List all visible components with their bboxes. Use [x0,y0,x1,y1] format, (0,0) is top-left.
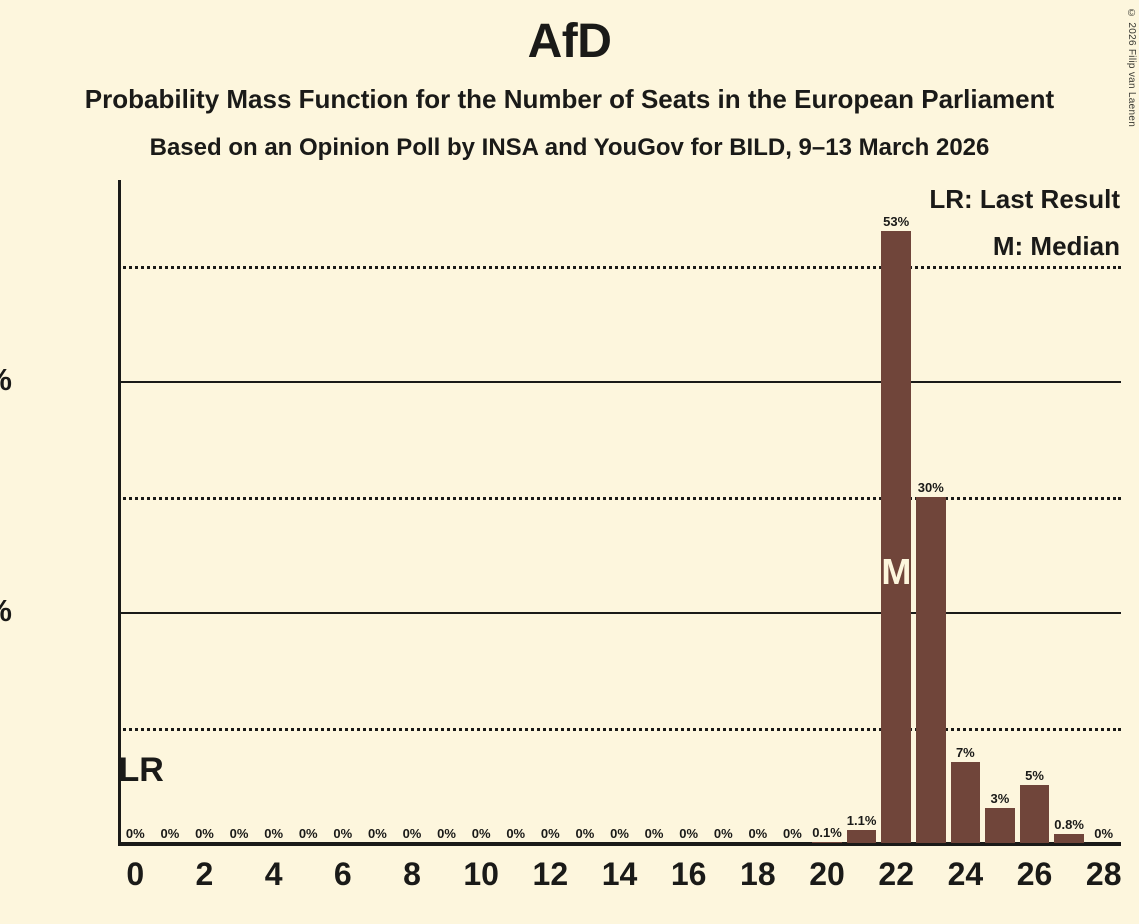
bar-value-label-15: 0% [644,826,664,841]
x-tick-label-16: 16 [670,856,707,892]
legend-median: M: Median [992,231,1120,261]
bar-value-label-0: 0% [125,826,145,841]
bar-value-label-3: 0% [229,826,249,841]
gridline-10 [118,727,1121,731]
median-marker: M [881,551,912,593]
gridline-20 [118,612,1121,614]
bar-value-label-27: 0.8% [1054,816,1084,832]
bar-seat-21 [846,830,877,843]
x-tick-label-0: 0 [126,856,145,892]
bar-value-label-24: 7% [955,745,975,761]
last-result-marker: LR [118,751,164,789]
y-tick-label-40: 40% [0,364,12,395]
bar-seat-23 [915,496,946,843]
bar-value-label-12: 0% [540,826,560,841]
x-tick-label-20: 20 [809,856,845,892]
bar-value-label-18: 0% [748,826,768,841]
bar-seat-20 [812,841,842,843]
plot-area: 0% LR 0% 0% 0% 0% 0% 0% 0% 0% 0% 0% 0% 0% 0% 0% 0% 0% 0% 0%… [118,180,1121,846]
bar-value-label-16: 0% [679,826,699,841]
bar-value-label-14: 0% [610,826,629,841]
bar-value-label-23: 30% [917,479,944,495]
bar-value-label-26: 5% [1025,768,1044,784]
x-tick-label-24: 24 [947,856,984,892]
x-axis-line [118,842,1121,846]
x-tick-label-28: 28 [1085,856,1122,892]
x-tick-label-10: 10 [463,856,499,892]
bar-value-label-22: 53% [883,213,910,229]
x-tick-label-2: 2 [195,856,214,892]
bar-value-label-9: 0% [437,826,456,841]
x-tick-label-22: 22 [878,856,914,892]
gridline-40 [118,381,1121,383]
gridline-30 [118,496,1121,500]
bar-seat-27 [1054,833,1084,843]
bar-seat-22 [881,230,911,843]
bar-value-label-1: 0% [160,826,180,841]
bar-value-label-6: 0% [333,826,353,841]
bar-value-label-8: 0% [402,826,422,841]
page-title: AfD [527,15,612,68]
x-tick-label-12: 12 [532,856,569,892]
bar-value-label-21: 1.1% [846,813,877,829]
chart-subtitle-primary: Probability Mass Function for the Number… [84,84,1055,114]
bar-value-label-13: 0% [575,826,595,841]
x-tick-label-18: 18 [740,856,776,892]
bar-value-label-11: 0% [506,826,526,841]
y-tick-label-20: 20% [0,595,12,626]
bar-value-label-19: 0% [783,826,802,841]
bar-value-label-4: 0% [264,826,284,841]
bar-value-label-2: 0% [195,826,214,841]
copyright-notice: © 2026 Filip van Laenen [1126,8,1137,128]
bar-value-label-7: 0% [367,826,387,841]
gridline-50 [118,265,1121,269]
bar-seat-26 [1019,785,1050,843]
bar-value-label-10: 0% [471,826,491,841]
bar-seat-24 [950,762,981,843]
bar-value-label-28: 0% [1094,826,1114,841]
chart-subtitle-source: Based on an Opinion Poll by INSA and You… [149,134,990,161]
bar-value-label-25: 3% [990,791,1010,807]
x-tick-label-4: 4 [264,856,283,892]
bar-value-label-20: 0.1% [812,824,842,840]
x-tick-label-14: 14 [601,856,638,892]
bar-value-label-5: 0% [298,826,318,841]
y-axis-line [118,180,121,846]
x-tick-label-26: 26 [1016,856,1053,892]
bar-seat-25 [985,808,1015,843]
bar-value-label-17: 0% [713,826,733,841]
x-tick-label-6: 6 [333,856,352,892]
x-tick-label-8: 8 [403,856,421,892]
legend-last-result: LR: Last Result [929,184,1120,214]
